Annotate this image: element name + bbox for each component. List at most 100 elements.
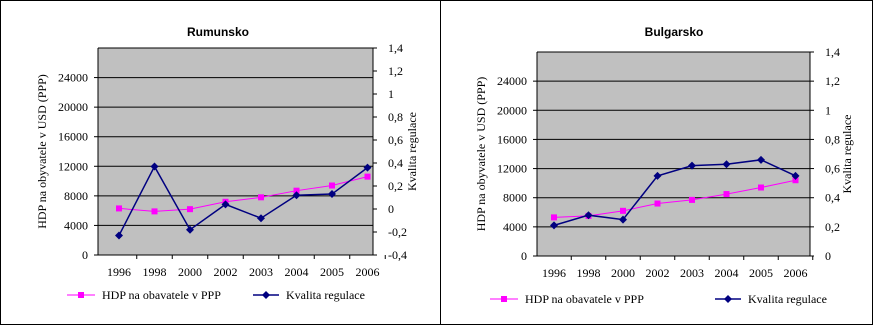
data-point [221,200,230,209]
chart-bulgarsko: 0400080001200016000200002400000,20,40,60… [474,25,854,306]
y2-tick-label: 1,2 [388,64,403,78]
y2-tick-label: 0,6 [388,133,403,147]
data-point [150,162,159,171]
plot-area [537,52,810,256]
data-point [792,177,799,184]
plot-area [98,48,373,255]
data-point [654,200,661,207]
data-point [653,171,662,180]
y-tick-label: 8000 [503,191,527,205]
data-point [550,221,558,230]
y2-tick-label: 1,2 [825,74,840,88]
x-tick-label: 2000 [611,266,635,280]
data-point [328,190,336,199]
legend-label: HDP na obavatele v PPP [525,292,644,306]
x-tick-label: 2003 [680,266,704,280]
y2-tick-label: 1 [388,87,394,101]
x-tick-label: 2005 [749,266,773,280]
data-point [689,196,695,203]
y-tick-label: 16000 [497,132,527,146]
legend-marker-square [501,296,507,302]
y-tick-label: 20000 [497,103,527,117]
x-tick-label: 2006 [356,265,380,279]
y2-tick-label: 1 [825,103,831,117]
y-tick-label: 20000 [58,100,88,114]
y2-tick-label: 0,2 [388,179,403,193]
y2-tick-label: 0,4 [388,156,403,170]
y-tick-label: 12000 [497,162,527,176]
y2-tick-label: -0,2 [388,225,407,239]
series-line [553,179,796,218]
y2-tick-label: -0,4 [388,248,407,262]
data-point [688,161,696,170]
chart-panel-bulgarsko: 0 4000 8000 12000 16000 20000 24000 0 0,2 0,4 0,6 0… [440,0,873,325]
y-axis-label: HDP na obyvatele v USD (PPP) [35,74,49,229]
series-line [118,176,368,212]
x-tick-label: 1996 [107,265,131,279]
x-tick-label: 2004 [285,265,309,279]
x-tick-label: 2005 [320,265,344,279]
data-point [757,155,765,164]
legend-label: Kvalita regulace [286,288,365,302]
series-line [118,164,368,236]
data-point [329,182,335,189]
y2-tick-label: 0,2 [825,220,840,234]
data-point [151,208,158,215]
chart-rumunsko: 04000800012000160002000024000-0,4-0,200,… [35,25,419,302]
x-tick-label: 2002 [646,266,670,280]
legend-marker-diamond [262,291,270,299]
series-line [553,159,796,227]
y2-tick-label: 1,4 [388,41,403,55]
data-point [584,211,593,220]
y-tick-label: 8000 [64,189,88,203]
data-point [620,207,626,214]
data-point [292,191,301,200]
y-tick-label: 0 [82,248,88,262]
data-point [187,206,193,213]
x-tick-label: 1998 [143,265,167,279]
x-tick-label: 2004 [715,266,739,280]
y2-tick-label: 0 [825,249,831,263]
x-tick-label: 2000 [178,265,202,279]
y-tick-label: 16000 [58,130,88,144]
x-tick-label: 1998 [577,266,601,280]
y-tick-label: 4000 [503,220,527,234]
chart-title: Bulgarsko [645,25,704,39]
chart-title: Rumunsko [187,25,249,39]
data-point [115,231,123,240]
chart-panel-rumunsko: 0 4000 8000 12000 16000 20000 24000 -0,4 -0,2 0 0,… [0,0,441,325]
legend-marker-diamond [724,295,732,303]
y2-tick-label: 0 [388,202,394,216]
data-point [186,225,194,234]
y-tick-label: 12000 [58,159,88,173]
data-point [723,191,730,198]
x-tick-label: 2002 [214,265,238,279]
y2-axis-label: Kvalita regulace [405,112,419,191]
y-tick-label: 4000 [64,218,88,232]
x-tick-label: 2006 [784,266,808,280]
x-tick-label: 1996 [542,266,566,280]
y2-axis-label: Kvalita regulace [840,115,854,194]
y2-tick-label: 0,8 [825,132,840,146]
y-tick-label: 0 [521,249,527,263]
y-tick-label: 24000 [58,71,88,85]
data-point [551,214,557,221]
y2-tick-label: 0,6 [825,162,840,176]
y-tick-label: 24000 [497,74,527,88]
data-point [364,173,371,180]
data-point [722,160,731,169]
data-point [116,205,122,212]
legend-label: Kvalita regulace [748,292,827,306]
y2-tick-label: 1,4 [825,45,840,59]
data-point [258,194,264,201]
x-tick-label: 2003 [249,265,273,279]
data-point [257,214,265,223]
data-point [293,187,300,194]
data-point [758,184,764,191]
y2-tick-label: 0,8 [388,110,403,124]
y-axis-label: HDP na obyvatele v USD (PPP) [474,77,488,232]
legend-label: HDP na obavatele v PPP [102,288,221,302]
y2-tick-label: 0,4 [825,191,840,205]
data-point [619,215,627,224]
data-point [363,163,372,172]
